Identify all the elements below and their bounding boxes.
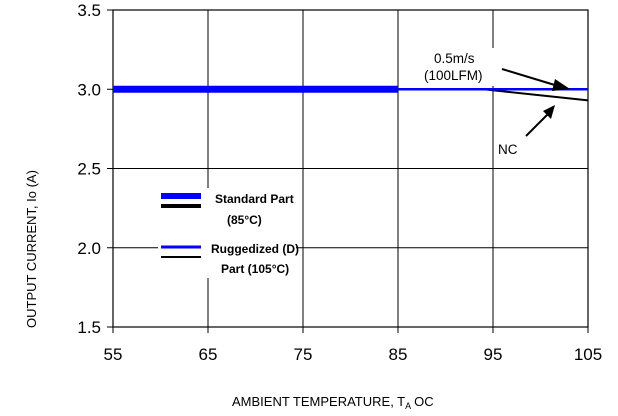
- plot-frame: [112, 9, 589, 328]
- annotation-airflow-line2: (100LFM): [424, 68, 483, 83]
- x-axis-title-main: AMBIENT TEMPERATURE, T: [232, 394, 405, 409]
- x-axis-title-unit: OC: [414, 394, 434, 409]
- y-tick-label: 3.0: [77, 80, 101, 99]
- x-tick-label: 105: [574, 345, 602, 364]
- legend-ruggedized-label-2: Part (105°C): [221, 262, 289, 276]
- x-tick-labels: 55 65 75 85 95 105: [104, 345, 603, 364]
- x-tick-label: 55: [104, 345, 123, 364]
- annotation-nc: NC: [494, 105, 555, 158]
- x-tick-label: 65: [199, 345, 218, 364]
- legend-standard-label-1: Standard Part: [215, 192, 294, 206]
- annotation-airflow-arrowhead: [552, 79, 570, 91]
- x-axis-title-subscript: A: [405, 401, 411, 411]
- annotation-airflow-background: [408, 48, 518, 86]
- annotation-nc-background: [494, 140, 526, 158]
- legend-background: [158, 188, 296, 278]
- annotation-nc-arrowhead: [543, 105, 555, 119]
- legend: Standard Part (85°C) Ruggedized (D) Part…: [158, 188, 299, 278]
- y-tick-label: 2.0: [77, 239, 101, 258]
- y-tick-label: 3.5: [77, 1, 101, 20]
- legend-ruggedized-label-1: Ruggedized (D): [211, 242, 299, 256]
- y-tick-label: 1.5: [77, 318, 101, 337]
- y-tick-label: 2.5: [77, 160, 101, 179]
- y-axis-title: OUTPUT CURRENT, Io (A): [24, 170, 39, 328]
- x-tick-label: 85: [389, 345, 408, 364]
- x-axis-title: AMBIENT TEMPERATURE, TA OC: [232, 394, 434, 411]
- legend-standard-label-2: (85°C): [227, 213, 262, 227]
- annotation-airflow-arrow: [501, 68, 559, 87]
- annotation-airflow: 0.5m/s (100LFM): [408, 48, 570, 91]
- y-tick-labels: 1.5 2.0 2.5 3.0 3.5: [77, 1, 101, 337]
- annotation-airflow-line1: 0.5m/s: [434, 51, 475, 66]
- annotation-nc-arrow: [525, 113, 549, 137]
- x-tick-label: 75: [294, 345, 313, 364]
- annotation-nc-label: NC: [498, 142, 518, 157]
- series-layer: [113, 85, 589, 102]
- x-tick-label: 95: [484, 345, 503, 364]
